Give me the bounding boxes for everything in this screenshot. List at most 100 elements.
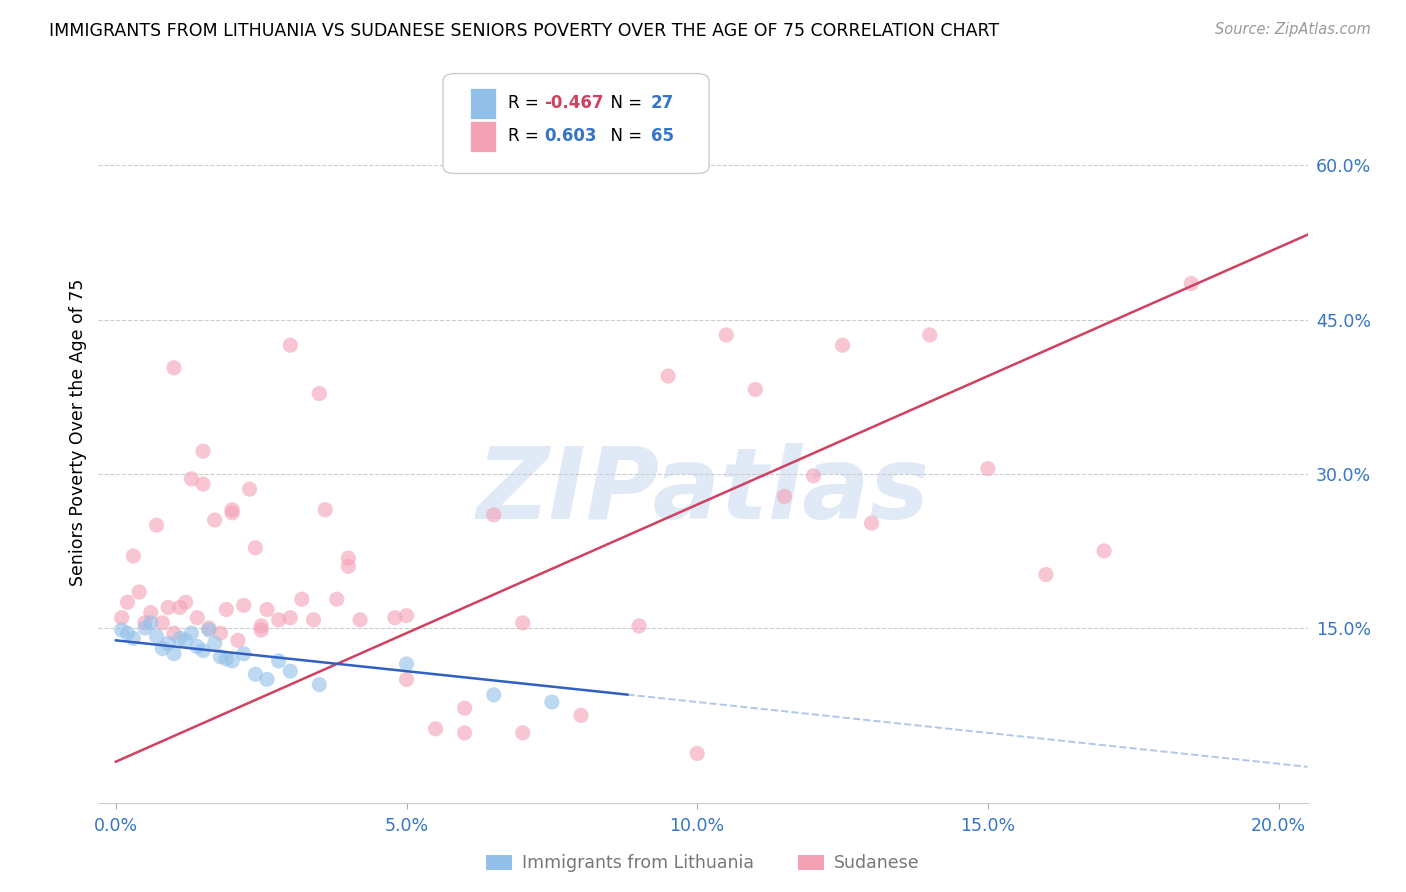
Point (245, 667, 267, 681)
Point (628, 619, 651, 633)
Point (186, 640, 208, 654)
Text: -0.467: -0.467 (544, 95, 605, 112)
Point (221, 506, 243, 520)
Text: IMMIGRANTS FROM LITHUANIA VS SUDANESE SENIORS POVERTY OVER THE AGE OF 75 CORRELA: IMMIGRANTS FROM LITHUANIA VS SUDANESE SE… (49, 22, 1000, 40)
Point (831, 338, 853, 352)
Point (204, 636, 226, 650)
Text: 65: 65 (651, 128, 673, 145)
Point (482, 508, 505, 522)
Text: N =: N = (600, 128, 648, 145)
Text: R =: R = (509, 95, 544, 112)
Point (169, 632, 191, 646)
Text: Source: ZipAtlas.com: Source: ZipAtlas.com (1215, 22, 1371, 37)
Point (512, 615, 534, 630)
Point (232, 599, 254, 613)
Point (657, 369, 679, 384)
FancyBboxPatch shape (470, 121, 496, 152)
Point (134, 615, 156, 630)
Point (157, 600, 180, 615)
Point (308, 677, 330, 691)
Point (395, 608, 418, 623)
Point (1035, 567, 1057, 582)
Point (145, 629, 167, 643)
Point (278, 664, 301, 678)
Point (512, 726, 534, 740)
Point (186, 610, 208, 624)
Point (232, 647, 254, 661)
Point (540, 695, 562, 709)
Point (209, 626, 232, 640)
Point (150, 641, 173, 656)
Point (773, 489, 796, 503)
Point (198, 621, 221, 635)
Text: 0.603: 0.603 (544, 128, 598, 145)
Point (163, 647, 186, 661)
Point (384, 610, 406, 624)
Point (686, 747, 709, 761)
Point (250, 623, 273, 637)
Point (215, 652, 238, 666)
Legend: Immigrants from Lithuania, Sudanese: Immigrants from Lithuania, Sudanese (479, 847, 927, 880)
Point (314, 502, 336, 516)
Point (215, 602, 238, 616)
Text: N =: N = (600, 95, 648, 112)
Point (191, 444, 214, 458)
Point (1092, 544, 1115, 558)
Point (111, 610, 134, 624)
Point (122, 632, 145, 646)
Point (860, 516, 883, 530)
Point (111, 623, 134, 637)
Point (163, 626, 186, 640)
Point (139, 615, 162, 630)
Point (267, 654, 290, 668)
Point (267, 613, 290, 627)
Point (349, 613, 371, 627)
Point (425, 722, 447, 736)
Point (180, 626, 202, 640)
Point (291, 592, 314, 607)
Point (150, 615, 173, 630)
Point (395, 657, 418, 671)
Point (803, 468, 825, 483)
Point (163, 360, 186, 375)
Point (174, 633, 197, 648)
Point (337, 551, 360, 566)
Point (139, 606, 162, 620)
Point (744, 383, 766, 397)
Text: ZIPatlas: ZIPatlas (477, 443, 929, 541)
Point (191, 477, 214, 491)
Point (977, 461, 1000, 475)
Point (180, 472, 202, 486)
Point (918, 327, 941, 342)
Point (239, 482, 262, 496)
Point (716, 327, 738, 342)
Point (169, 600, 191, 615)
Point (221, 654, 243, 668)
FancyBboxPatch shape (443, 73, 709, 173)
Point (326, 592, 349, 607)
Point (278, 610, 301, 624)
Point (204, 513, 226, 527)
Point (256, 673, 278, 687)
Point (128, 585, 150, 599)
Point (157, 636, 180, 650)
FancyBboxPatch shape (470, 87, 496, 119)
Point (174, 595, 197, 609)
Point (117, 595, 139, 609)
Point (302, 613, 325, 627)
Point (134, 621, 156, 635)
Text: 27: 27 (651, 95, 675, 112)
Point (122, 549, 145, 563)
Point (245, 541, 267, 555)
Point (145, 518, 167, 533)
Point (221, 502, 243, 516)
Point (278, 338, 301, 352)
Text: R =: R = (509, 128, 544, 145)
Point (1180, 277, 1202, 291)
Point (226, 633, 249, 648)
Point (250, 619, 273, 633)
Point (453, 726, 475, 740)
Point (453, 701, 475, 715)
Point (198, 623, 221, 637)
Point (256, 602, 278, 616)
